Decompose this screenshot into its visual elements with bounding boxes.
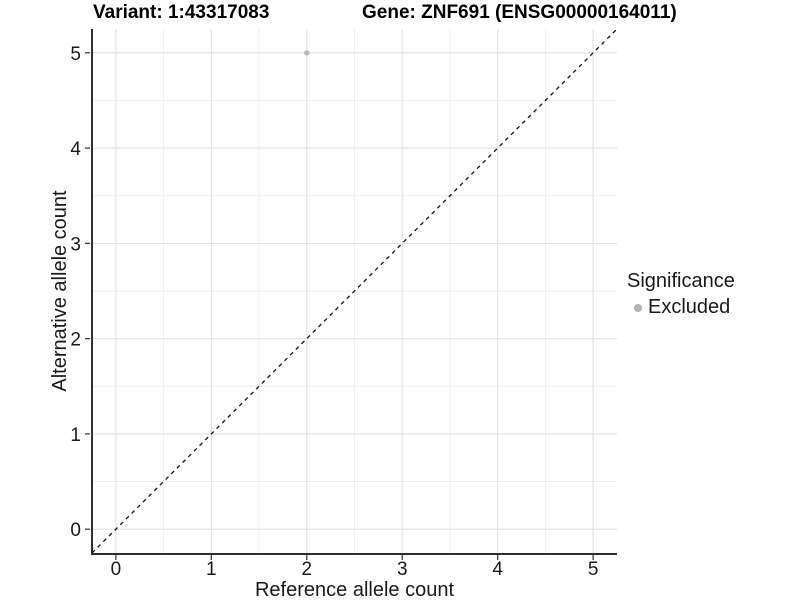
x-axis-title: Reference allele count bbox=[254, 579, 454, 601]
plot-title-variant: Variant: 1:43317083 bbox=[93, 2, 270, 23]
y-tick-label: 0 bbox=[70, 520, 81, 541]
y-tick-label: 1 bbox=[70, 425, 81, 446]
identity-dashed-line bbox=[91, 28, 618, 554]
y-tick-label: 4 bbox=[70, 139, 81, 160]
legend: Significance Excluded bbox=[627, 270, 735, 319]
x-tick-label: 2 bbox=[301, 559, 312, 580]
y-tick-label: 3 bbox=[70, 234, 81, 255]
legend-item-label: Excluded bbox=[648, 296, 731, 318]
x-tick-label: 0 bbox=[111, 559, 122, 580]
x-tick-label: 3 bbox=[397, 559, 408, 580]
legend-title: Significance bbox=[627, 270, 735, 292]
x-tick-label: 1 bbox=[206, 559, 217, 580]
data-point bbox=[304, 50, 310, 56]
y-tick-label: 2 bbox=[70, 330, 81, 351]
y-axis-title: Alternative allele count bbox=[49, 190, 71, 392]
x-tick-label: 4 bbox=[492, 559, 503, 580]
legend-point-swatch bbox=[634, 303, 642, 312]
y-tick-label: 5 bbox=[70, 44, 81, 65]
legend-item-excluded: Excluded bbox=[627, 296, 735, 319]
x-tick-label: 5 bbox=[588, 559, 599, 580]
plot-title-gene: Gene: ZNF691 (ENSG00000164011) bbox=[362, 2, 677, 23]
